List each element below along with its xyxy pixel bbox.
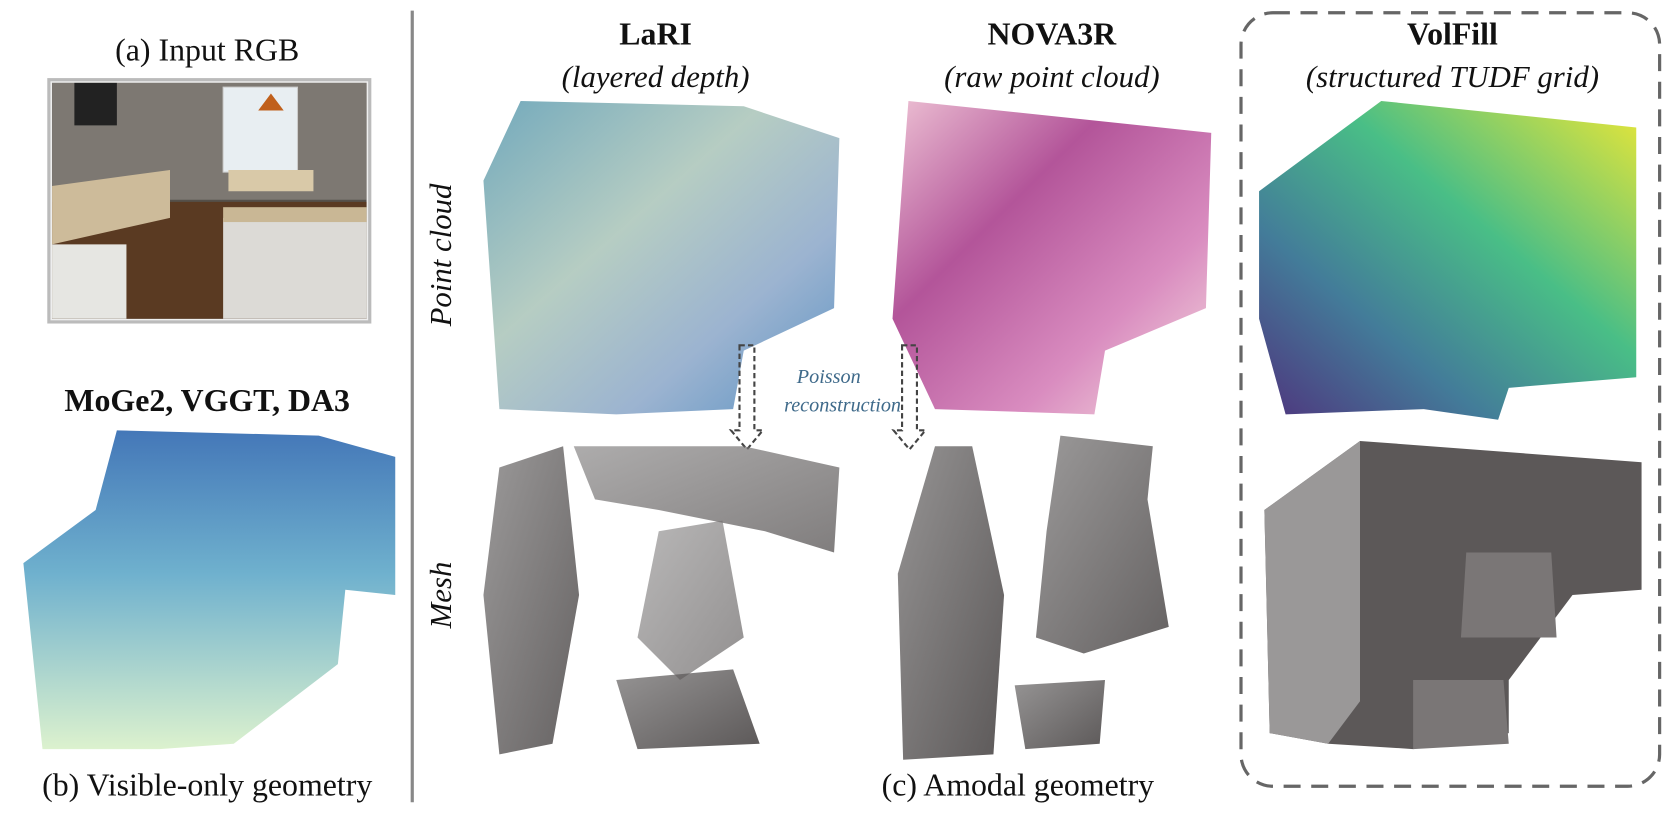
column-name: VolFill xyxy=(1407,17,1498,52)
volfill-point-cloud xyxy=(1259,100,1637,420)
depth-point-cloud xyxy=(23,430,396,750)
panel-a-title: (a) Input RGB xyxy=(115,32,299,67)
nova3r-point-cloud xyxy=(892,100,1212,415)
column-subtitle: (layered depth) xyxy=(562,60,750,94)
nova3r-mesh xyxy=(897,435,1169,760)
annotation: Poisson xyxy=(796,366,861,388)
column-subtitle: (structured TUDF grid) xyxy=(1306,60,1599,94)
column-name: NOVA3R xyxy=(988,17,1118,52)
row-label: Point cloud xyxy=(424,183,458,327)
annotation: reconstruction xyxy=(784,395,901,417)
row-label: Mesh xyxy=(424,562,458,630)
column-name: LaRI xyxy=(619,17,692,52)
column-subtitle: (raw point cloud) xyxy=(944,60,1160,94)
lari-point-cloud xyxy=(483,100,840,415)
figure-body: (a) Input RGB MoGe2, VGGT, DA3 (b) Visib… xyxy=(23,10,1662,803)
lari-mesh xyxy=(483,446,840,755)
input-photo xyxy=(52,82,367,319)
highlight-box xyxy=(1239,11,1662,788)
panel-c-caption: (c) Amodal geometry xyxy=(882,768,1155,803)
panel-b-methods: MoGe2, VGGT, DA3 xyxy=(64,383,350,418)
volfill-mesh xyxy=(1264,440,1642,750)
arrow xyxy=(728,344,928,452)
panel-b-caption: (b) Visible-only geometry xyxy=(42,768,372,803)
